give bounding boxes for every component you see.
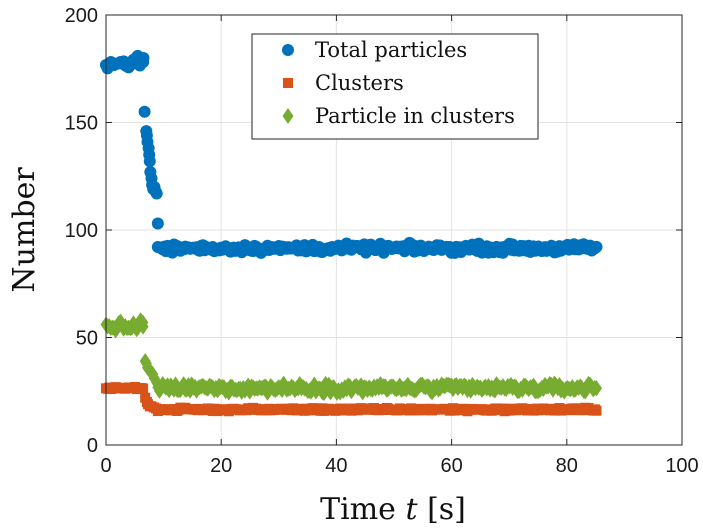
particle-in-clusters-point <box>151 374 163 391</box>
y-tick-label: 50 <box>76 328 98 350</box>
legend-label: Clusters <box>315 71 404 95</box>
x-tick-label: 60 <box>440 455 462 477</box>
x-tick-label: 80 <box>556 455 578 477</box>
clusters-point <box>138 383 149 394</box>
legend-label: Total particles <box>315 38 467 62</box>
particle-in-clusters-point <box>137 314 149 331</box>
clusters-point <box>591 405 602 416</box>
x-tick-label: 100 <box>665 455 698 477</box>
data-markers <box>100 49 603 417</box>
y-tick-label: 100 <box>65 220 98 242</box>
clusters-point <box>151 403 162 414</box>
legend-box <box>251 33 539 140</box>
total-particles-series <box>100 49 603 259</box>
x-axis-label-var: t <box>405 492 418 527</box>
y-tick-label: 0 <box>87 435 98 457</box>
x-tick-label: 0 <box>100 455 111 477</box>
total-particles-point <box>150 187 163 200</box>
x-tick-label: 40 <box>325 455 347 477</box>
legend-label: Particle in clusters <box>315 104 515 128</box>
legend: Total particles Clusters Particle in clust… <box>251 33 539 140</box>
total-particles-legend-marker <box>282 44 294 56</box>
legend-item: Particle in clusters <box>282 104 515 128</box>
total-particles-point <box>137 52 150 64</box>
total-particles-point <box>138 105 151 118</box>
particle-in-clusters-point <box>591 380 603 397</box>
x-tick-label: 20 <box>210 455 232 477</box>
axis-ticks: 0 20 40 60 80 100 0 50 100 150 200 <box>65 5 699 477</box>
total-particles-point <box>143 155 156 168</box>
legend-item: Total particles <box>282 38 467 62</box>
y-tick-label: 150 <box>65 113 98 135</box>
clusters-series <box>101 382 602 417</box>
particle-in-clusters-legend-marker <box>282 108 294 124</box>
y-tick-label: 200 <box>65 5 98 27</box>
legend-item: Clusters <box>283 71 404 95</box>
particle-in-clusters-series <box>100 312 603 402</box>
total-particles-point <box>151 217 164 230</box>
x-axis-label-name: Time <box>320 492 396 527</box>
clusters-legend-marker <box>283 78 293 88</box>
y-axis-label: Number <box>7 167 42 293</box>
total-particles-point <box>590 240 603 253</box>
x-axis-label-unit: [s] <box>427 492 466 527</box>
x-axis-label: Time t [s] <box>320 492 466 527</box>
